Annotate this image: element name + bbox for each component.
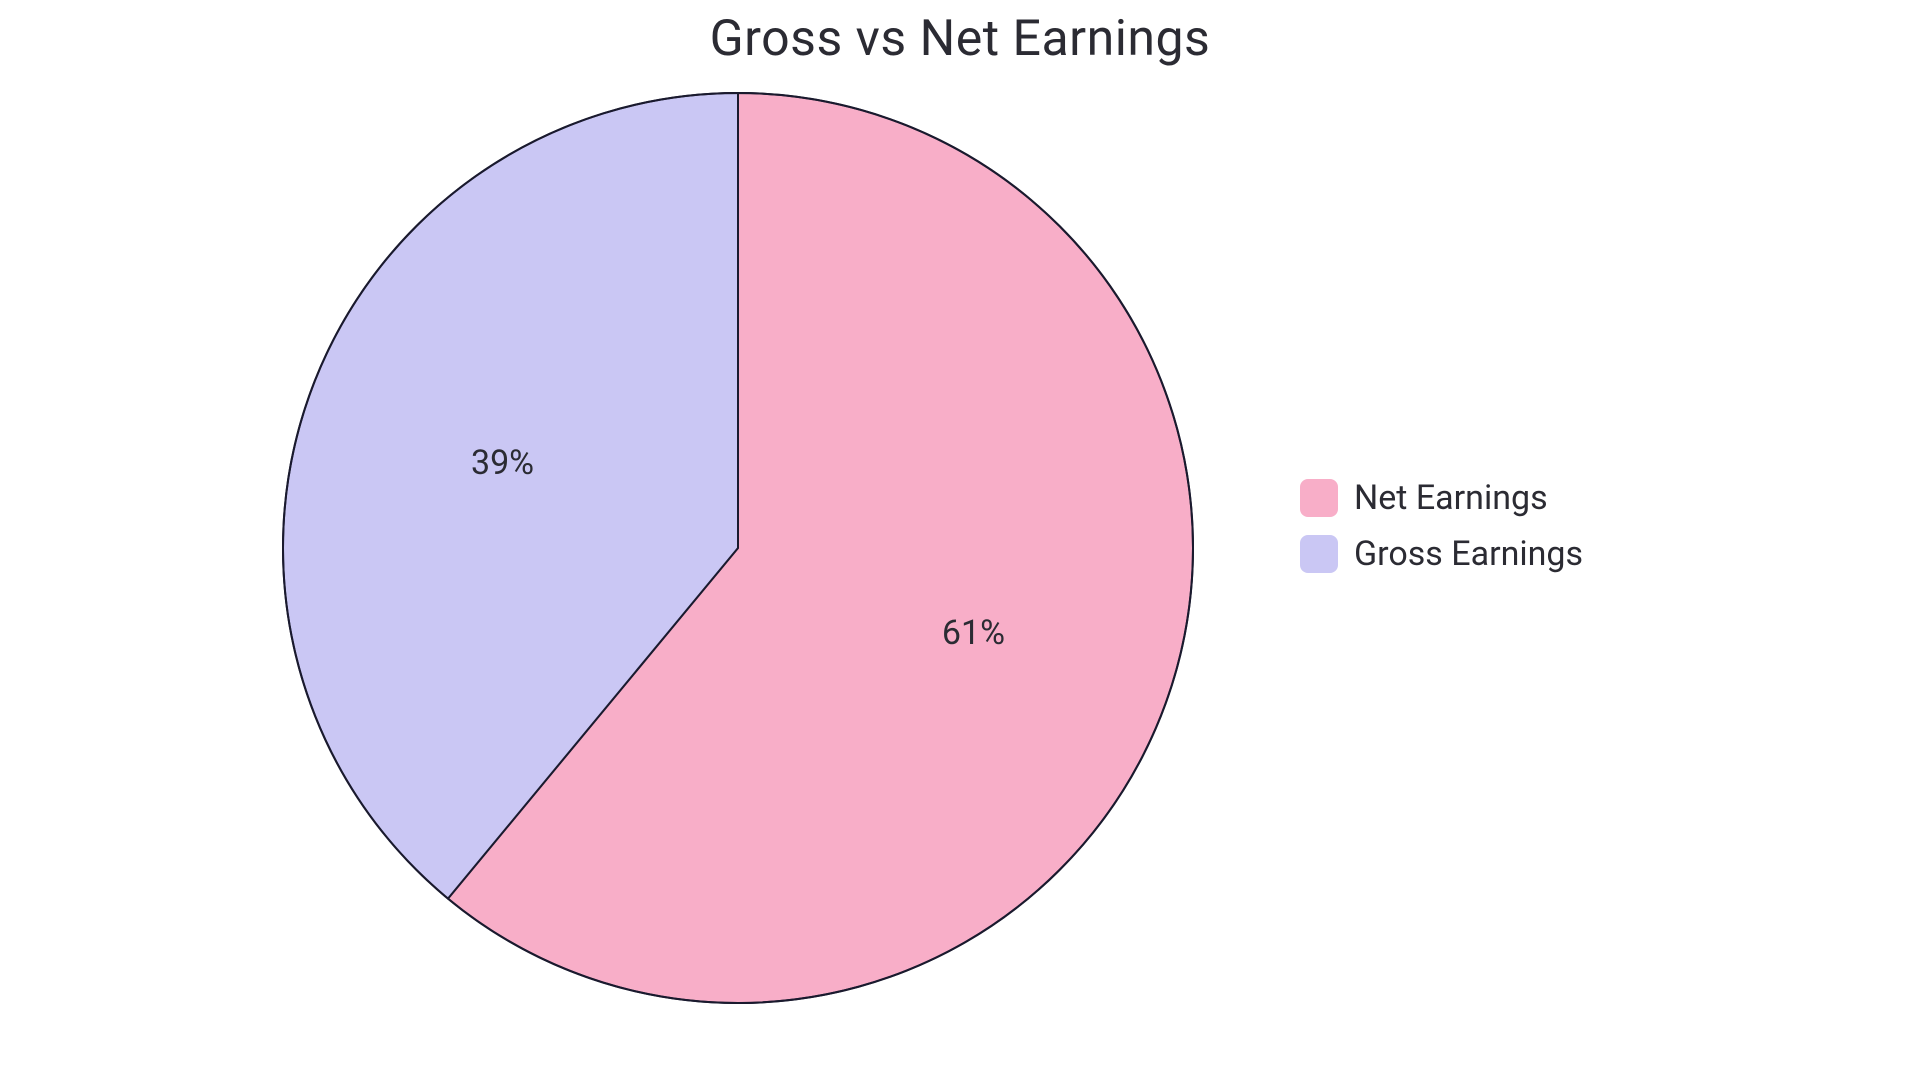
legend-label-0: Net Earnings <box>1354 478 1548 518</box>
legend-swatch-0 <box>1300 479 1338 517</box>
chart-stage: Gross vs Net Earnings 61% 39% Net Earning… <box>0 0 1920 1080</box>
pie-svg <box>282 92 1194 1004</box>
legend-item-0: Net Earnings <box>1300 478 1583 518</box>
pie-slice-label-0: 61% <box>942 613 1005 653</box>
pie-slice-label-1: 39% <box>471 443 534 483</box>
chart-title: Gross vs Net Earnings <box>0 10 1920 68</box>
legend-swatch-1 <box>1300 535 1338 573</box>
legend-label-1: Gross Earnings <box>1354 534 1583 574</box>
legend: Net Earnings Gross Earnings <box>1300 478 1583 574</box>
legend-item-1: Gross Earnings <box>1300 534 1583 574</box>
pie-chart: 61% 39% <box>282 92 1194 1004</box>
